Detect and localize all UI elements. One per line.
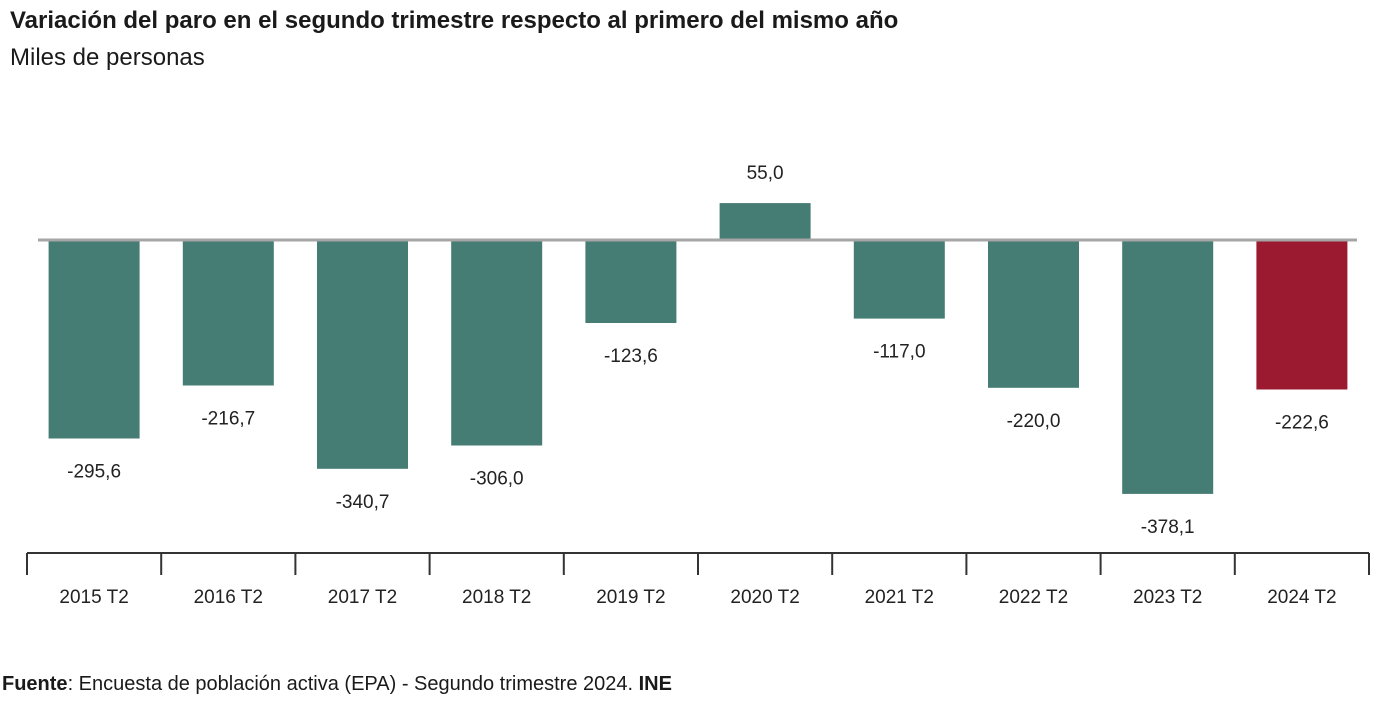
- category-label: 2017 T2: [328, 587, 397, 608]
- source-org: INE: [638, 673, 672, 695]
- value-label: 55,0: [747, 163, 784, 184]
- value-label: -295,6: [67, 462, 121, 483]
- bar-2021-t2: [853, 240, 945, 319]
- value-label: -220,0: [1007, 411, 1061, 432]
- category-label: 2018 T2: [462, 587, 531, 608]
- source-note: Fuente: Encuesta de población activa (EP…: [2, 673, 672, 696]
- value-label: -340,7: [336, 492, 390, 513]
- source-label: Fuente: [2, 673, 68, 695]
- bar-2016-t2: [182, 240, 274, 386]
- category-label: 2016 T2: [194, 587, 263, 608]
- category-label: 2024 T2: [1267, 587, 1336, 608]
- bars-layer: [48, 203, 1348, 494]
- category-label: 2019 T2: [596, 587, 665, 608]
- category-label: 2023 T2: [1133, 587, 1202, 608]
- bar-2024-t2: [1256, 240, 1348, 390]
- value-label: -378,1: [1141, 517, 1195, 538]
- chart-title: Variación del paro en el segundo trimest…: [10, 7, 899, 34]
- category-label: 2021 T2: [865, 587, 934, 608]
- bar-2023-t2: [1122, 240, 1214, 494]
- bar-2015-t2: [48, 240, 140, 439]
- category-label: 2022 T2: [999, 587, 1068, 608]
- category-label: 2015 T2: [59, 587, 128, 608]
- bar-2017-t2: [317, 240, 408, 469]
- bar-2020-t2: [719, 203, 811, 240]
- category-label: 2020 T2: [730, 587, 799, 608]
- value-label: -222,6: [1275, 413, 1329, 434]
- x-axis: 2015 T2 2016 T2 2017 T2 2018 T2 2019 T2 2020 …: [26, 552, 1370, 608]
- chart-subtitle: Miles de personas: [10, 44, 205, 71]
- value-label: -123,6: [604, 346, 658, 367]
- bar-2022-t2: [988, 240, 1079, 388]
- value-label: -117,0: [873, 342, 925, 363]
- value-label: -216,7: [201, 409, 255, 430]
- bar-2018-t2: [451, 240, 543, 446]
- value-labels-layer: -295,6 -216,7 -340,7 -306,0 -123,6 55,0 -117,0…: [67, 163, 1329, 538]
- bar-2019-t2: [585, 240, 677, 323]
- source-text: : Encuesta de población activa (EPA) - S…: [67, 673, 639, 695]
- value-label: -306,0: [470, 469, 524, 490]
